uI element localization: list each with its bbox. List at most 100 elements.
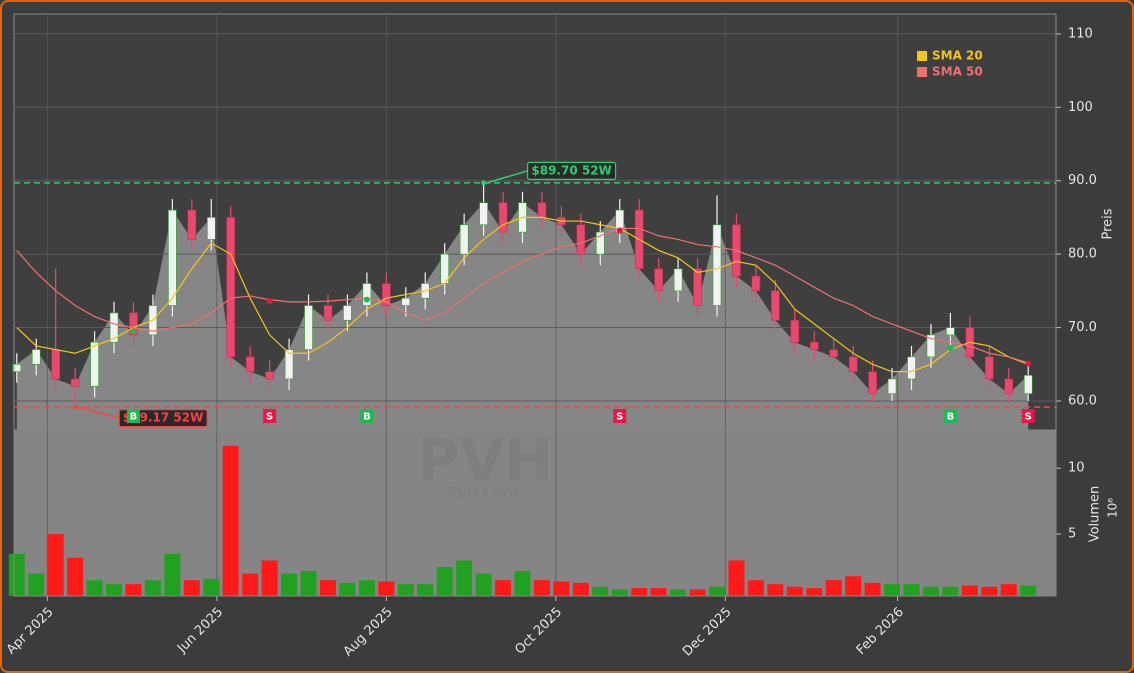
candle-body [576, 224, 586, 255]
candle-body [129, 312, 138, 336]
volume-bar [670, 589, 687, 596]
candle-body [926, 334, 936, 358]
volume-bar [8, 553, 25, 596]
signal-point [947, 345, 954, 352]
volume-bar [592, 586, 609, 596]
volume-bar [728, 560, 745, 596]
volume-bar [281, 573, 298, 596]
candle-body [226, 217, 236, 358]
x-tick-label: Oct 2025 [512, 605, 565, 658]
volume-panel [14, 430, 1056, 596]
volume-bar [222, 445, 239, 596]
candle-body [751, 275, 761, 292]
volume-bar [203, 578, 220, 596]
signal-badge [126, 409, 140, 423]
candle-body [12, 363, 22, 372]
volume-bar [67, 557, 84, 596]
annotation-box [526, 161, 617, 180]
annotation-label: $59.17 52W [123, 411, 203, 425]
volume-bar [825, 580, 842, 596]
signal-badge [1021, 409, 1035, 423]
volume-bar [358, 580, 375, 596]
volume-bar [436, 567, 453, 596]
candle-body [887, 378, 897, 394]
candle-body [790, 319, 800, 343]
volume-bar [417, 584, 434, 596]
candle-body [284, 349, 294, 380]
signal-badge [943, 409, 957, 423]
volume-bar [495, 580, 512, 596]
candle-body [537, 202, 547, 218]
annotation-point [72, 404, 78, 410]
volume-bar [786, 586, 803, 596]
volume-bar [378, 581, 395, 596]
x-tick-label: Apr 2025 [4, 605, 57, 658]
signal-point [130, 328, 137, 335]
candle-body [654, 268, 663, 292]
volume-bar [475, 573, 492, 596]
annotation-arrow [486, 170, 528, 184]
volume-bar [28, 573, 45, 596]
volume-bar [884, 584, 901, 596]
watermark: PVH [417, 426, 553, 494]
volume-bar [747, 580, 764, 596]
legend-swatch [917, 67, 927, 77]
volume-bar [631, 588, 648, 596]
signal-point [266, 298, 273, 305]
volume-bar [300, 570, 317, 596]
x-tick-label: Jun 2025 [174, 605, 226, 657]
candle-body [479, 202, 488, 226]
watermark-subtitle: PVH Corp [448, 484, 519, 502]
legend-label: SMA 20 [932, 49, 983, 63]
y-tick-label: 90.0 [1068, 173, 1097, 188]
volume-bar [144, 580, 161, 596]
candle-body [712, 224, 722, 306]
volume-bar [806, 588, 823, 596]
candle-body [907, 356, 916, 380]
volume-bar [47, 534, 64, 596]
volume-bar [242, 573, 259, 596]
volume-bar [961, 585, 978, 596]
volume-bar [397, 584, 414, 596]
candle-body [304, 305, 313, 350]
candle-body [985, 356, 994, 380]
legend-swatch [917, 51, 927, 61]
candle-body [168, 209, 177, 306]
y-tick-label: 100 [1068, 100, 1093, 115]
volume-axis-label: Volumen [1088, 486, 1103, 543]
volume-bar [1020, 585, 1037, 596]
volume-bar [339, 582, 356, 596]
volume-unit-label: 10⁶ [1106, 498, 1120, 518]
annotation-label: $89.70 52W [531, 163, 611, 177]
candle-body [498, 202, 508, 233]
volume-bar [164, 553, 181, 596]
legend-label: SMA 50 [932, 65, 983, 79]
volume-bar [261, 560, 278, 596]
candle-body [343, 305, 352, 321]
candle-body [51, 349, 60, 380]
signal-label: S [616, 412, 623, 423]
y-tick-label: 80.0 [1068, 247, 1097, 262]
volume-bar [611, 589, 628, 596]
candle-body [771, 290, 780, 321]
y-tick-label: 10 [1068, 461, 1085, 476]
annotation-arrow [77, 406, 120, 419]
signal-label: S [1025, 412, 1032, 423]
candle-body [31, 349, 41, 365]
candle-body [673, 268, 683, 292]
signal-label: S [266, 412, 273, 423]
candle-body [382, 283, 391, 306]
annotation-box [118, 408, 208, 428]
volume-bar [650, 588, 667, 596]
volume-bar [845, 576, 862, 596]
candle-body [1023, 374, 1033, 394]
volume-bar [106, 584, 123, 596]
candle-body [109, 312, 119, 343]
volume-bar [689, 589, 706, 596]
signal-label: B [947, 412, 955, 423]
volume-bar [709, 586, 726, 596]
annotation-point [481, 180, 487, 186]
volume-bar [183, 580, 200, 596]
volume-bar [86, 580, 103, 596]
